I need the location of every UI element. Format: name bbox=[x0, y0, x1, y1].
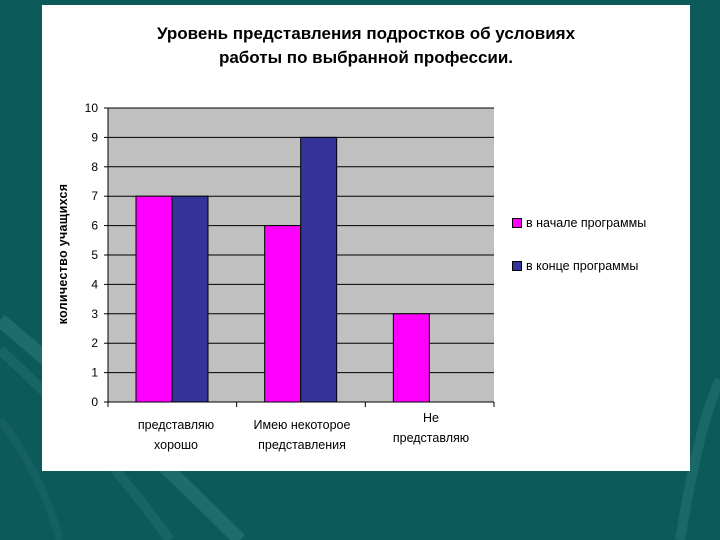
category-label-1-line-1: представляю bbox=[137, 418, 215, 432]
y-tick-label: 0 bbox=[91, 395, 98, 409]
bar-end-cat1 bbox=[171, 195, 209, 403]
category-label-3-line-2: представляю bbox=[392, 431, 470, 445]
legend-item-start: в начале программы bbox=[512, 213, 646, 233]
legend-swatch-end bbox=[512, 261, 522, 271]
y-tick-label: 1 bbox=[91, 366, 98, 380]
bar-start-cat3 bbox=[392, 313, 430, 403]
category-label-1: представляю хорошо bbox=[111, 415, 241, 455]
y-tick-label: 3 bbox=[91, 307, 98, 321]
y-tick-label: 7 bbox=[91, 189, 98, 203]
y-tick-label: 6 bbox=[91, 219, 98, 233]
legend-label-end: в конце программы bbox=[526, 259, 639, 273]
bar-start-cat1 bbox=[135, 195, 173, 403]
bar-end-cat2 bbox=[300, 136, 338, 403]
category-label-2-line-1: Имею некоторое bbox=[253, 418, 351, 432]
y-tick-label: 9 bbox=[91, 130, 98, 144]
y-tick-label: 10 bbox=[85, 101, 99, 115]
bar-start-cat2 bbox=[264, 225, 302, 403]
y-tick-label: 4 bbox=[91, 277, 98, 291]
category-label-2: Имею некоторое представления bbox=[237, 415, 367, 455]
chart-title-line-2: работы по выбранной профессии. bbox=[218, 48, 514, 67]
chart-title: Уровень представления подростков об усло… bbox=[42, 22, 690, 70]
category-label-3: Не представляю bbox=[366, 408, 496, 448]
category-label-3-line-1: Не bbox=[423, 411, 439, 425]
y-tick-label: 2 bbox=[91, 336, 98, 350]
category-label-1-line-2: хорошо bbox=[154, 438, 198, 452]
y-tick-label: 8 bbox=[91, 160, 98, 174]
legend-label-start: в начале программы bbox=[526, 216, 647, 230]
legend-swatch-start bbox=[512, 218, 522, 228]
category-label-2-line-2: представления bbox=[258, 438, 346, 452]
y-tick-label: 5 bbox=[91, 248, 98, 262]
chart-title-line-1: Уровень представления подростков об усло… bbox=[156, 24, 576, 43]
legend-item-end: в конце программы bbox=[512, 256, 646, 276]
chart-legend: в начале программы в конце программы bbox=[512, 213, 646, 299]
